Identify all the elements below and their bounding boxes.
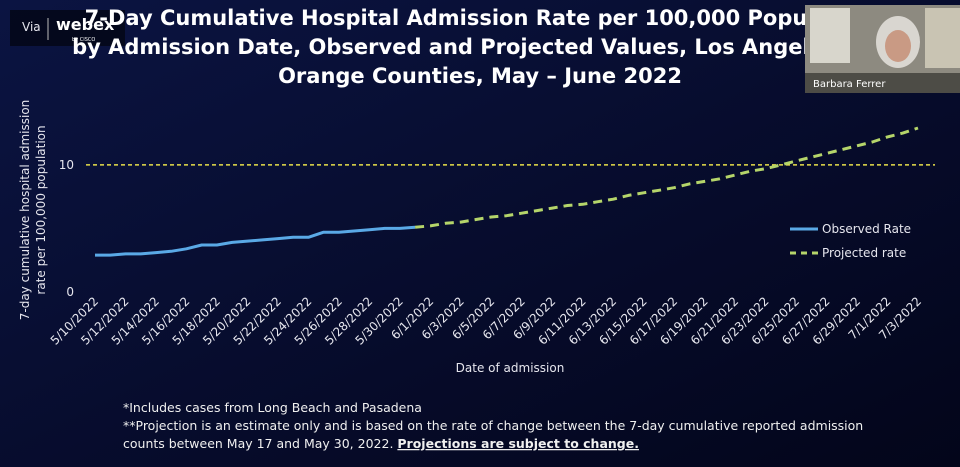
data-line (95, 225, 416, 257)
y-tick-label: 0 (66, 285, 74, 299)
brand: webex (56, 15, 115, 34)
y-tick-label: 10 (59, 158, 74, 172)
legend-label: Projected rate (822, 246, 906, 260)
chart-title: by Admission Date, Observed and Projecte… (72, 35, 888, 59)
y-axis-label: 7-day cumulative hospital admission (18, 100, 32, 321)
data-line (414, 126, 919, 229)
chart-title: Orange Counties, May – June 2022 (278, 64, 682, 88)
legend-label: Observed Rate (822, 222, 911, 236)
face (885, 30, 911, 62)
shelf (925, 8, 960, 68)
chart-title: 7-Day Cumulative Hospital Admission Rate… (85, 6, 876, 30)
footnote: counts between May 17 and May 30, 2022. … (123, 436, 639, 451)
footnote: *Includes cases from Long Beach and Pasa… (123, 400, 422, 415)
badge-bg (10, 10, 125, 46)
footnote-text: counts between May 17 and May 30, 2022. (123, 436, 397, 451)
y-axis-label: rate per 100,000 population (34, 125, 48, 294)
webex-badge: Via webex by CISCO (10, 10, 125, 46)
footnote: **Projection is an estimate only and is … (123, 418, 863, 433)
window (810, 8, 850, 63)
chart: 7-Day Cumulative Hospital Admission Rate… (18, 6, 935, 375)
presenter-name: Barbara Ferrer (813, 79, 886, 90)
brand-sub: by CISCO (72, 37, 95, 43)
presenter-video: Barbara Ferrer (805, 5, 960, 93)
via: Via (22, 20, 41, 34)
footnote-emphasis: Projections are subject to change. (397, 436, 639, 451)
name-bar (805, 73, 960, 93)
x-axis-label: Date of admission (456, 361, 565, 375)
